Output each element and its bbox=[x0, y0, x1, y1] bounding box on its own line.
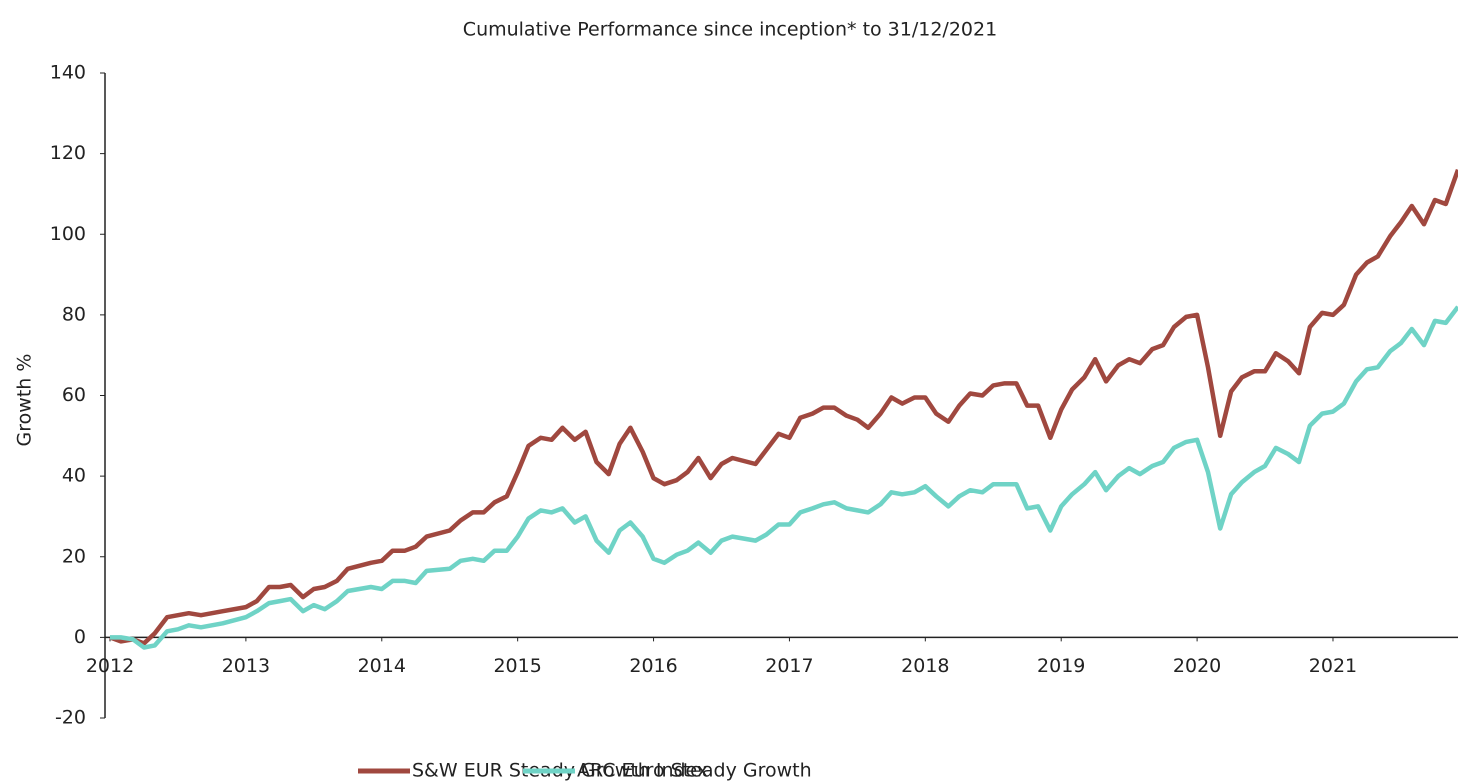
x-tick-label: 2018 bbox=[901, 655, 949, 677]
y-tick-label: 80 bbox=[62, 303, 86, 325]
y-tick-label: 60 bbox=[62, 384, 86, 406]
x-tick-label: 2014 bbox=[358, 655, 406, 677]
chart-title: Cumulative Performance since inception* … bbox=[463, 19, 997, 41]
x-tick-label: 2013 bbox=[222, 655, 270, 677]
y-tick-label: 0 bbox=[74, 626, 86, 648]
y-tick-label: 100 bbox=[50, 223, 86, 245]
legend-label: ARC Euro Steady Growth bbox=[577, 760, 812, 782]
y-tick-label: 20 bbox=[62, 545, 86, 567]
y-tick-label: 40 bbox=[62, 465, 86, 487]
x-tick-label: 2015 bbox=[493, 655, 541, 677]
series-line bbox=[109, 169, 1458, 646]
x-tick-label: 2016 bbox=[629, 655, 677, 677]
x-tick-label: 2020 bbox=[1173, 655, 1221, 677]
x-tick-label: 2017 bbox=[765, 655, 813, 677]
series-line bbox=[110, 305, 1458, 650]
y-tick-label: -20 bbox=[55, 707, 86, 729]
x-tick-label: 2019 bbox=[1037, 655, 1085, 677]
x-tick-label: 2021 bbox=[1309, 655, 1357, 677]
x-tick-label: 2012 bbox=[86, 655, 134, 677]
y-tick-label: 120 bbox=[50, 142, 86, 164]
y-axis-label: Growth % bbox=[14, 354, 36, 447]
y-tick-label: 140 bbox=[50, 62, 86, 84]
